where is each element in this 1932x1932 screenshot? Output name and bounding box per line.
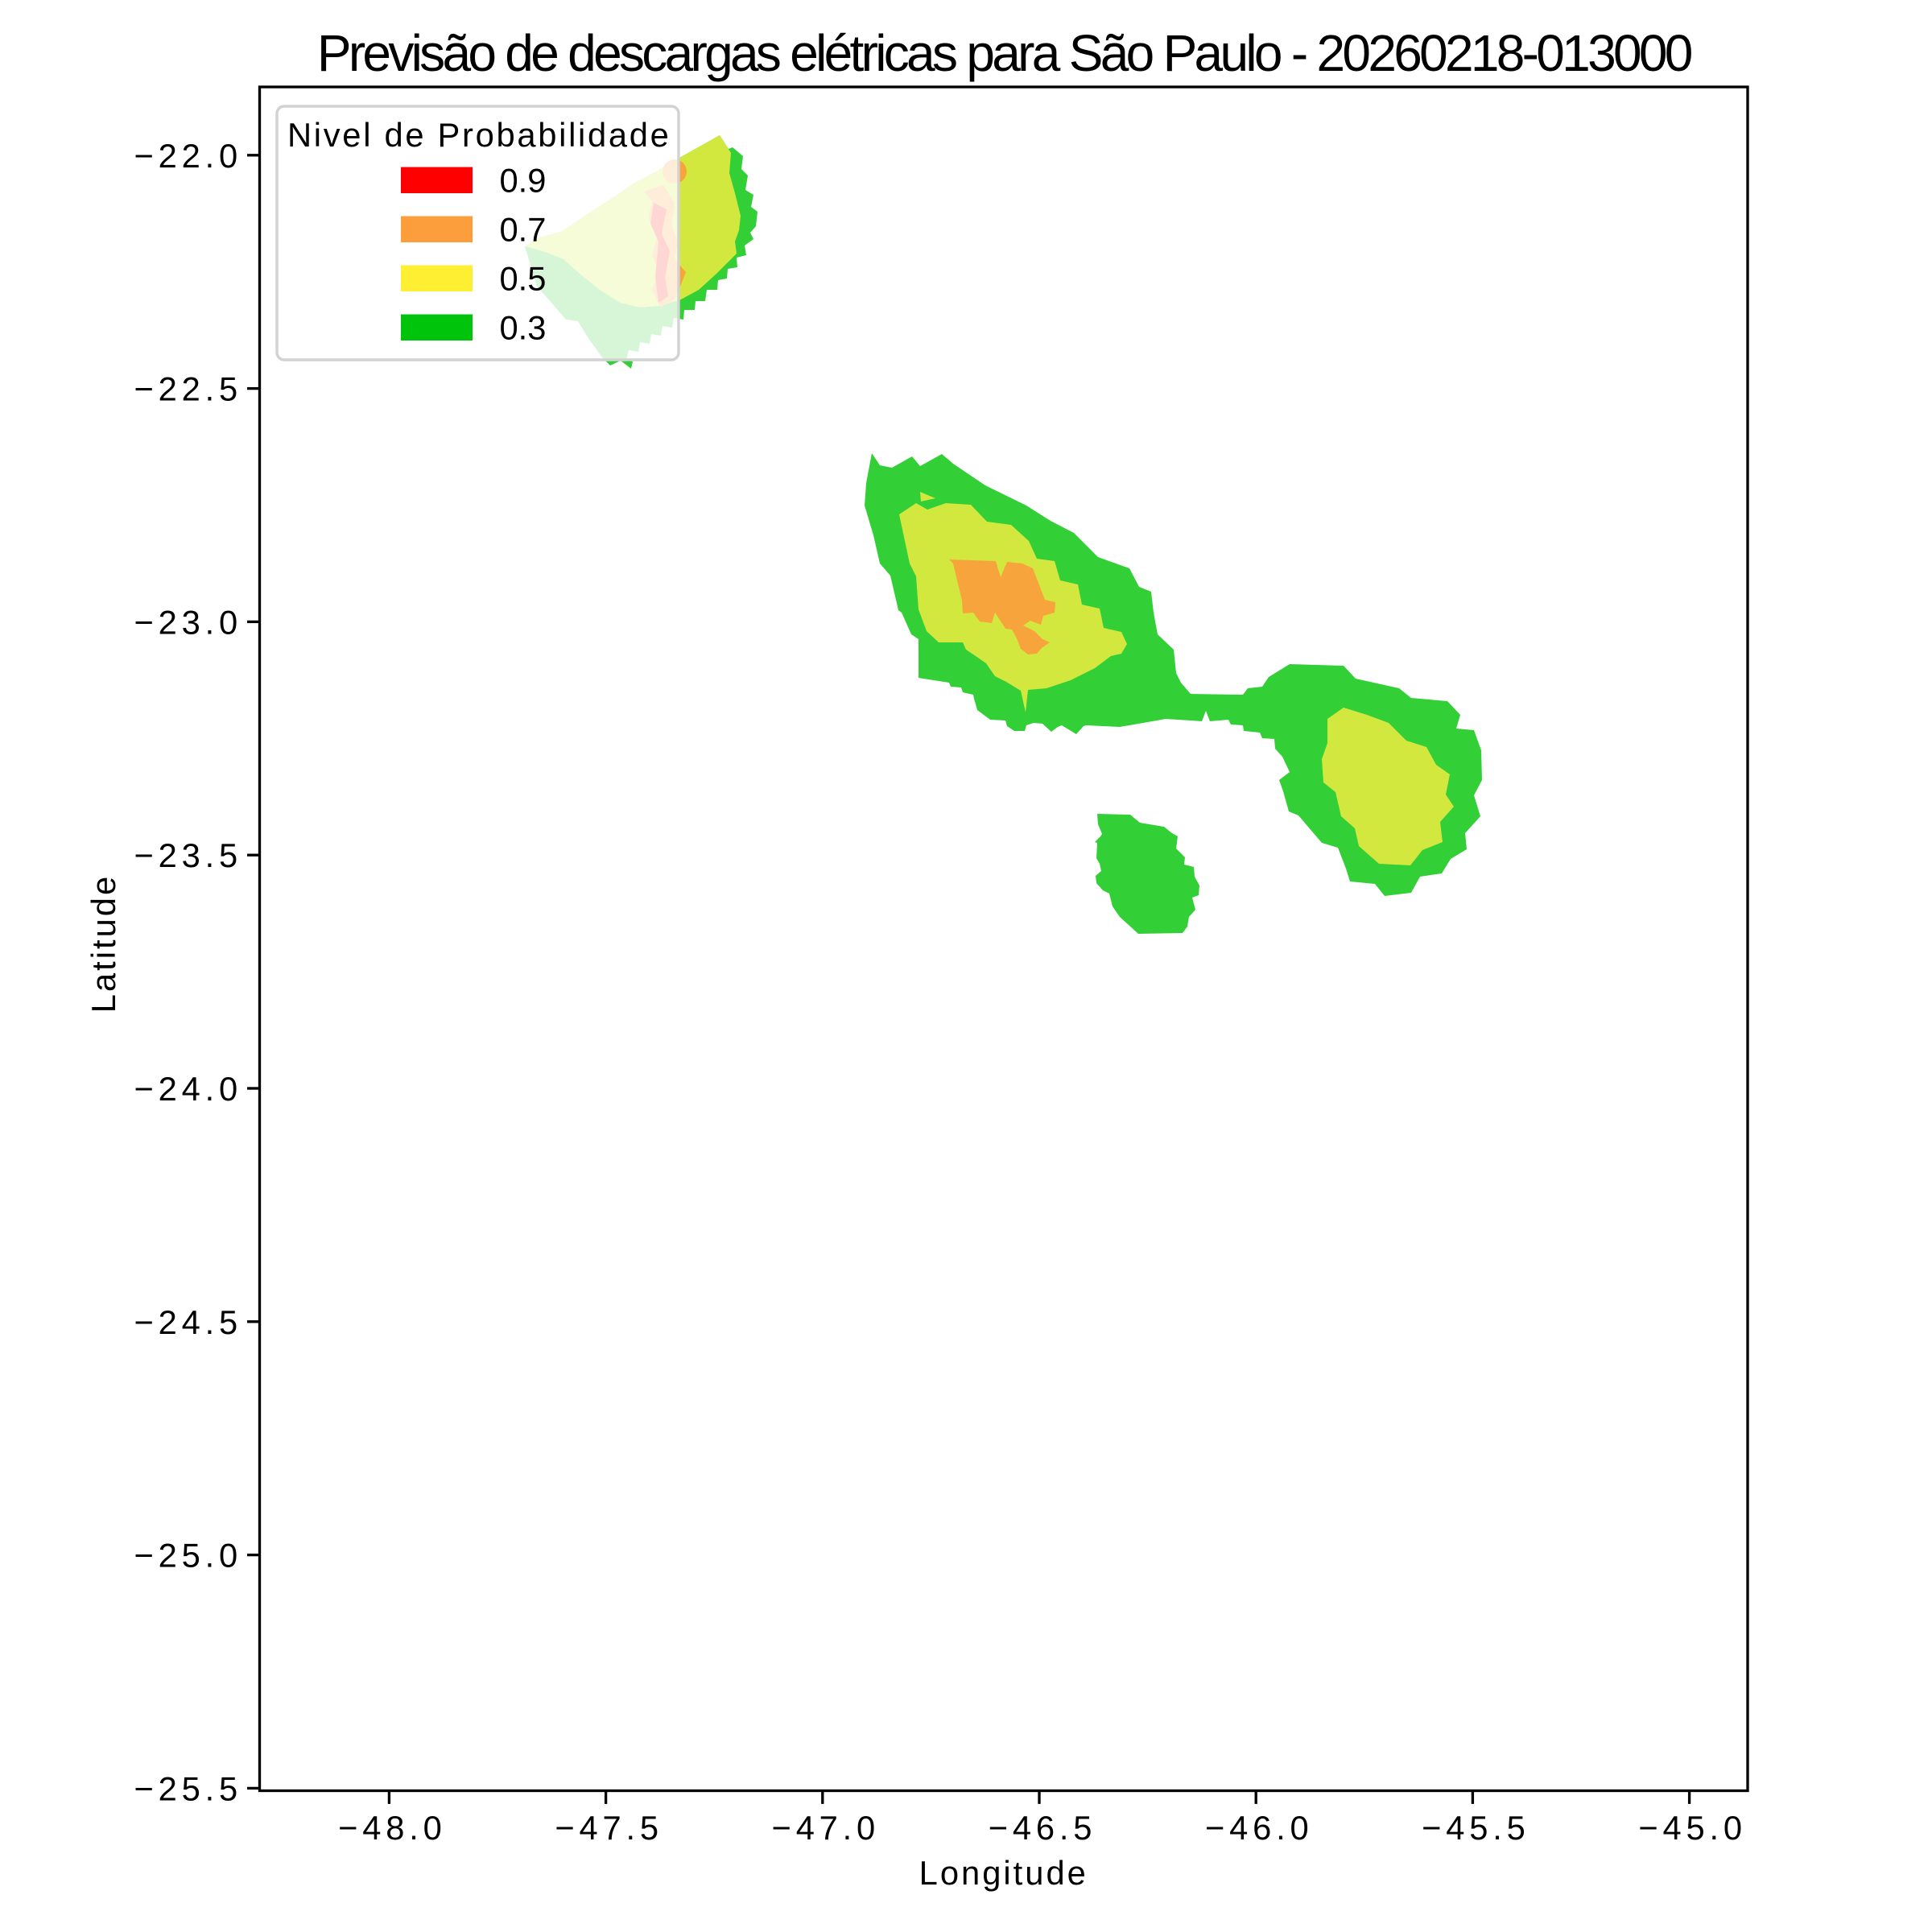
svg-text:0.3: 0.3 bbox=[500, 309, 547, 347]
svg-text:−46.0: −46.0 bbox=[1205, 1809, 1313, 1847]
svg-text:−22.0: −22.0 bbox=[134, 137, 242, 175]
svg-text:0.5: 0.5 bbox=[500, 260, 547, 298]
svg-text:−47.5: −47.5 bbox=[555, 1809, 663, 1847]
svg-text:−25.0: −25.0 bbox=[134, 1537, 242, 1575]
svg-text:−23.5: −23.5 bbox=[134, 836, 242, 874]
svg-text:Previsão de descargas elétrica: Previsão de descargas elétricas para São… bbox=[317, 24, 1692, 82]
svg-text:Latitude: Latitude bbox=[85, 874, 122, 1013]
svg-text:−45.0: −45.0 bbox=[1638, 1809, 1746, 1847]
svg-text:Nivel de Probabilidade: Nivel de Probabilidade bbox=[287, 116, 671, 154]
svg-text:0.9: 0.9 bbox=[500, 162, 547, 200]
svg-text:−24.5: −24.5 bbox=[134, 1303, 242, 1341]
svg-text:−22.5: −22.5 bbox=[134, 370, 242, 408]
svg-text:−24.0: −24.0 bbox=[134, 1070, 242, 1108]
svg-text:−23.0: −23.0 bbox=[134, 603, 242, 641]
svg-text:Longitude: Longitude bbox=[919, 1854, 1088, 1892]
svg-text:−46.5: −46.5 bbox=[989, 1809, 1096, 1847]
svg-text:−47.0: −47.0 bbox=[772, 1809, 880, 1847]
svg-text:−45.5: −45.5 bbox=[1422, 1809, 1530, 1847]
svg-text:−48.0: −48.0 bbox=[338, 1809, 446, 1847]
svg-text:0.7: 0.7 bbox=[500, 211, 547, 249]
svg-text:−25.5: −25.5 bbox=[134, 1769, 242, 1807]
